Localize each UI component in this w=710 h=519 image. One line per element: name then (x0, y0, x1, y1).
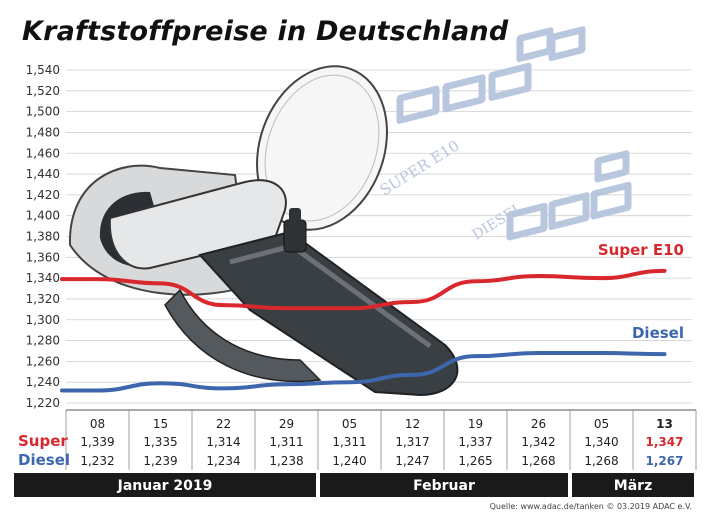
y-tick-label: 1,400 (26, 209, 60, 223)
data-label: 1,317 (395, 435, 429, 449)
digit-display-icon-2 (506, 150, 632, 241)
data-label: 1,265 (458, 454, 492, 468)
month-band-segment (572, 473, 694, 497)
y-tick-label: 1,300 (26, 313, 60, 327)
series-label-super: Super E10 (598, 241, 684, 259)
y-tick-label: 1,480 (26, 125, 60, 139)
y-tick-label: 1,360 (26, 250, 60, 264)
x-tick-label: 15 (153, 417, 168, 431)
series-labels: Super E10 Diesel (598, 241, 684, 342)
y-tick-label: 1,440 (26, 167, 60, 181)
data-label: 1,240 (332, 454, 366, 468)
y-tick-label: 1,240 (26, 375, 60, 389)
series-lines (60, 268, 667, 393)
series-line-diesel (60, 351, 667, 393)
y-tick-label: 1,540 (26, 63, 60, 77)
valve-cap-icon (283, 219, 307, 253)
y-tick-label: 1,500 (26, 105, 60, 119)
pump-handle-icon (198, 230, 459, 397)
trigger-guard-icon (164, 288, 322, 383)
x-tick-label: 19 (468, 417, 483, 431)
valve-top (289, 208, 301, 222)
month-label: März (614, 478, 652, 494)
data-label: 1,337 (458, 435, 492, 449)
x-tick-label: 26 (531, 417, 546, 431)
data-label: 1,268 (584, 454, 618, 468)
data-label: 1,247 (395, 454, 429, 468)
month-label: Januar 2019 (117, 478, 213, 494)
data-label: 1,267 (646, 454, 684, 468)
y-tick-label: 1,460 (26, 146, 60, 160)
x-tick-label: 08 (90, 417, 105, 431)
y-tick-label: 1,380 (26, 230, 60, 244)
series-line-super (60, 268, 667, 311)
y-tick-label: 1,220 (26, 396, 60, 410)
data-label: 1,347 (646, 435, 684, 449)
x-tick-label: 29 (279, 417, 294, 431)
y-axis-ticks: 1,540 1,520 1,500 1,480 1,460 1,440 1,420 1,400… (26, 63, 60, 410)
month-band: Januar 2019 Februar März (14, 473, 694, 497)
data-label: 1,335 (143, 435, 177, 449)
source-note: Quelle: www.adac.de/tanken © 03.2019 ADA… (489, 502, 692, 511)
y-tick-label: 1,340 (26, 271, 60, 285)
data-label: 1,239 (143, 454, 177, 468)
price-sign-decoration (396, 26, 632, 241)
data-label: 1,234 (206, 454, 240, 468)
y-tick-label: 1,520 (26, 84, 60, 98)
digit-display-icon (396, 26, 586, 124)
data-label: 1,339 (80, 435, 114, 449)
y-tick-label: 1,320 (26, 292, 60, 306)
data-label: 1,311 (332, 435, 366, 449)
x-tick-label: 13 (656, 417, 673, 431)
month-band-segment (14, 473, 316, 497)
value-table: 08 15 22 29 05 12 19 26 05 13 Super 1,339 1,335 1,314… (18, 409, 697, 470)
x-tick-label: 12 (405, 417, 420, 431)
month-band-segment (320, 473, 568, 497)
data-label: 1,340 (584, 435, 618, 449)
data-label: 1,314 (206, 435, 240, 449)
row-label-diesel: Diesel (18, 451, 70, 469)
x-tick-label: 05 (594, 417, 609, 431)
fuel-nozzle-illustration (68, 65, 459, 397)
y-tick-label: 1,420 (26, 188, 60, 202)
data-label: 1,311 (269, 435, 303, 449)
x-tick-label: 05 (342, 417, 357, 431)
data-label: 1,238 (269, 454, 303, 468)
x-tick-label: 22 (216, 417, 231, 431)
month-label: Februar (413, 478, 475, 494)
chart-title: Kraftstoffpreise in Deutschland (22, 16, 509, 47)
y-tick-label: 1,260 (26, 354, 60, 368)
series-label-diesel: Diesel (632, 324, 684, 342)
data-label: 1,268 (521, 454, 555, 468)
data-label: 1,232 (80, 454, 114, 468)
data-label: 1,342 (521, 435, 555, 449)
row-label-super: Super (18, 432, 68, 450)
sign-label-super: SUPER E10 (377, 136, 463, 199)
y-tick-label: 1,280 (26, 334, 60, 348)
